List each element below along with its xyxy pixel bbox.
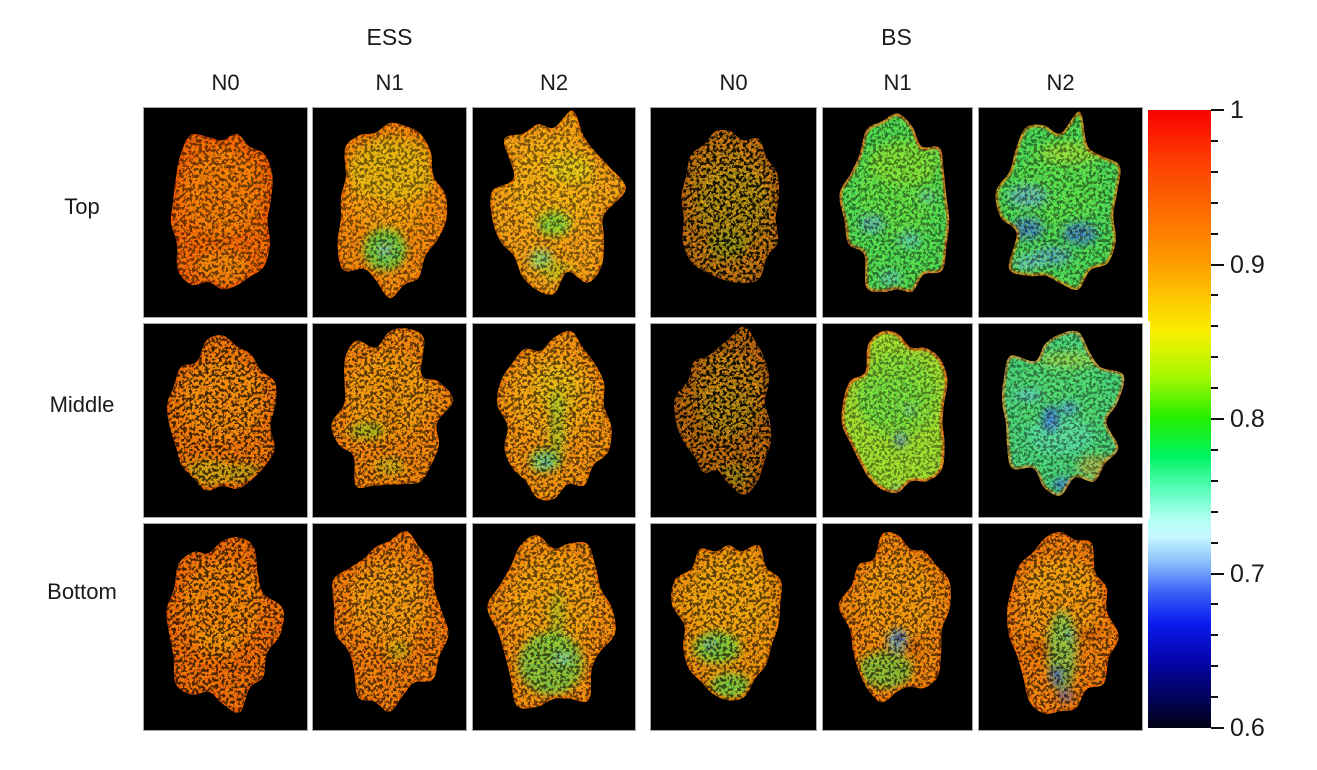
colorbar-tick-label-0.7: 0.7 — [1230, 559, 1265, 588]
colorbar-major-tick-0.9 — [1211, 263, 1224, 266]
leaf-panel-bs-n1-top — [822, 107, 973, 318]
colorbar-minor-tick — [1211, 696, 1218, 699]
column-label-bs-n1: N1 — [883, 70, 912, 95]
colorbar-minor-tick — [1211, 479, 1218, 482]
leaf-panel-ess-n0-middle — [143, 323, 308, 518]
leaf-panel-bs-n2-top — [978, 107, 1143, 318]
colorbar-minor-tick — [1211, 634, 1218, 637]
leaf-image-bs-n0-middle — [651, 324, 816, 517]
colorbar-major-tick-0.8 — [1211, 418, 1224, 420]
colorbar-minor-tick — [1211, 510, 1218, 513]
leaf-image-bs-n2-bottom — [979, 524, 1142, 730]
colorbar-tick-label-0.6: 0.6 — [1230, 714, 1265, 742]
colorbar-gradient — [1148, 110, 1211, 728]
leaf-image-ess-n2-middle — [473, 324, 635, 517]
colorbar-minor-tick — [1211, 356, 1218, 359]
leaf-panel-ess-n1-bottom — [312, 523, 467, 731]
white-border-artifact — [1145, 321, 1150, 519]
colorbar-minor-tick — [1211, 541, 1218, 544]
leaf-image-bs-n1-bottom — [823, 524, 972, 730]
leaf-image-ess-n1-bottom — [313, 524, 466, 730]
colorbar-minor-tick — [1211, 232, 1218, 235]
colorbar-minor-tick — [1211, 201, 1218, 204]
leaf-panel-ess-n0-top — [143, 107, 308, 318]
leaf-image-bs-n0-top — [651, 108, 816, 317]
colorbar-minor-tick — [1211, 325, 1218, 328]
leaf-image-ess-n0-bottom — [144, 524, 307, 730]
column-label-ess-n2: N2 — [539, 70, 569, 95]
leaf-image-ess-n1-middle — [313, 324, 466, 517]
leaf-image-bs-n0-bottom — [651, 524, 816, 730]
column-label-bs-n2: N2 — [1046, 70, 1075, 95]
leaf-panel-bs-n2-middle — [978, 323, 1143, 518]
leaf-panel-ess-n0-bottom — [143, 523, 308, 731]
leaf-panel-bs-n2-bottom — [978, 523, 1143, 731]
leaf-image-bs-n2-middle — [979, 324, 1142, 517]
leaf-image-ess-n0-middle — [144, 324, 307, 517]
leaf-panel-bs-n1-middle — [822, 323, 973, 518]
leaf-image-ess-n1-top — [313, 108, 466, 317]
colorbar-minor-tick — [1211, 603, 1218, 606]
leaf-panel-ess-n2-middle — [472, 323, 636, 518]
column-label-ess-n0: N0 — [211, 70, 240, 95]
leaf-image-bs-n2-top — [979, 108, 1142, 317]
column-label-ess-n1: N1 — [375, 70, 404, 95]
leaf-image-bs-n1-middle — [823, 324, 972, 517]
row-label-bottom: Bottom — [47, 579, 117, 604]
leaf-panel-bs-n1-bottom — [822, 523, 973, 731]
colorbar-major-tick-0.6 — [1211, 727, 1224, 729]
row-label-top: Top — [64, 194, 100, 219]
column-label-bs-n0: N0 — [719, 70, 748, 95]
leaf-panel-bs-n0-top — [650, 107, 817, 318]
leaf-image-ess-n2-top — [473, 108, 635, 317]
leaf-image-ess-n2-bottom — [473, 524, 635, 730]
leaf-panel-ess-n1-middle — [312, 323, 467, 518]
row-label-middle: Middle — [49, 392, 115, 417]
colorbar-minor-tick — [1211, 387, 1218, 390]
leaf-panel-ess-n2-top — [472, 107, 636, 318]
group-header-bs: BS — [881, 24, 912, 50]
colorbar-minor-tick — [1211, 448, 1218, 451]
leaf-image-bs-n1-top — [823, 108, 972, 317]
leaf-image-ess-n0-top — [144, 108, 307, 317]
colorbar-major-tick-0.7 — [1211, 572, 1224, 575]
colorbar-major-tick-1 — [1211, 109, 1224, 111]
colorbar-tick-label-1: 1 — [1230, 96, 1244, 124]
colorbar-minor-tick — [1211, 139, 1218, 142]
leaf-panel-ess-n1-top — [312, 107, 467, 318]
leaf-panel-ess-n2-bottom — [472, 523, 636, 731]
leaf-panel-bs-n0-middle — [650, 323, 817, 518]
colorbar-minor-tick — [1211, 665, 1218, 668]
leaf-panel-bs-n0-bottom — [650, 523, 817, 731]
colorbar-tick-label-0.8: 0.8 — [1230, 405, 1265, 433]
colorbar-minor-tick — [1211, 294, 1218, 297]
colorbar-minor-tick — [1211, 170, 1218, 173]
group-header-ess: ESS — [366, 24, 413, 50]
colorbar-tick-label-0.9: 0.9 — [1230, 250, 1265, 279]
